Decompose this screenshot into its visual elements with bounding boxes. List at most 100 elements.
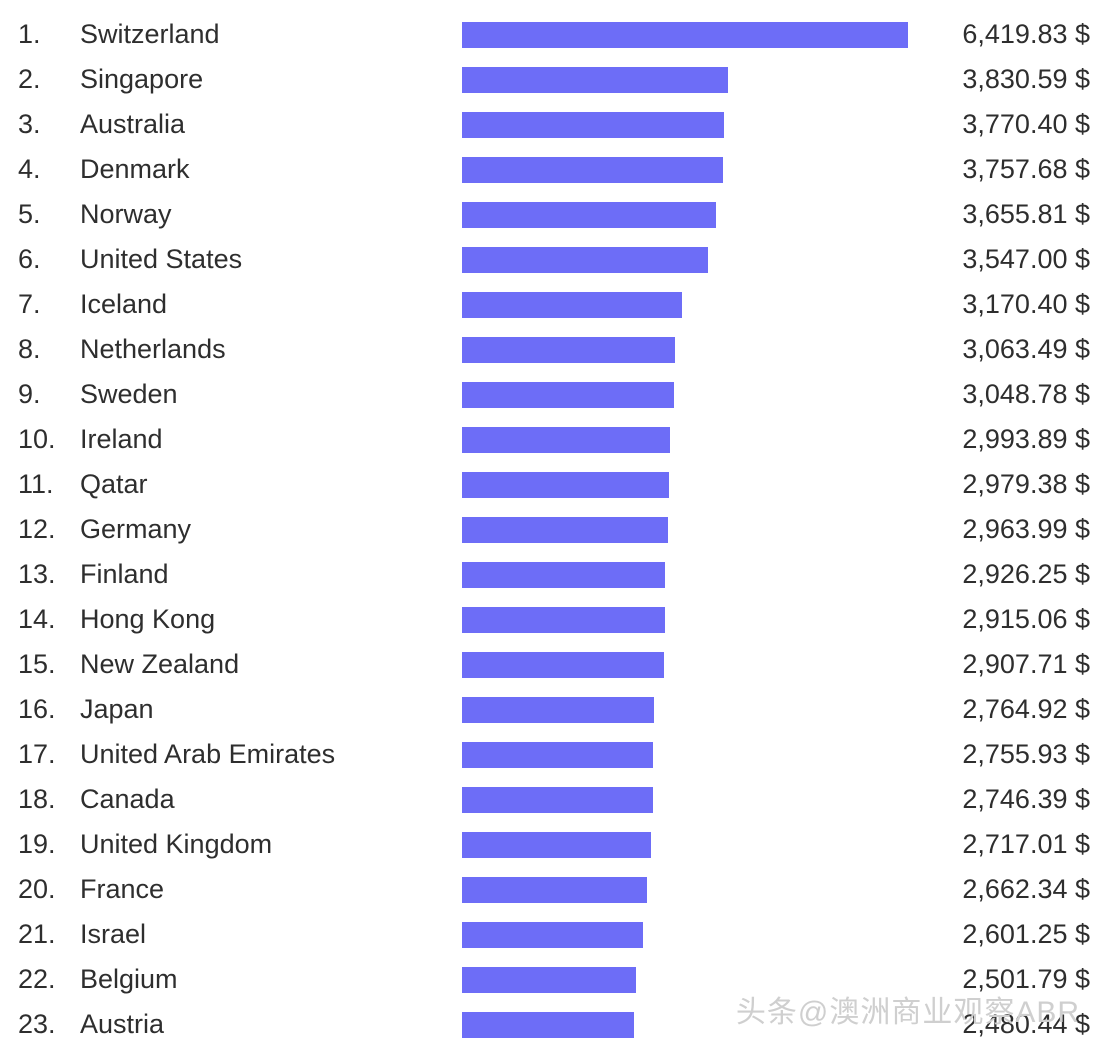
bar-cell: [452, 877, 908, 903]
country-label: Switzerland: [80, 19, 452, 50]
bar-cell: [452, 562, 908, 588]
value-label: 2,993.89 $: [908, 424, 1090, 455]
value-label: 2,926.25 $: [908, 559, 1090, 590]
value-label: 3,063.49 $: [908, 334, 1090, 365]
bar-cell: [452, 292, 908, 318]
bar-cell: [452, 112, 908, 138]
table-row: 21.Israel 2,601.25 $: [10, 912, 1090, 957]
rank-label: 14.: [10, 604, 80, 635]
country-label: New Zealand: [80, 649, 452, 680]
table-row: 13.Finland2,926.25 $: [10, 552, 1090, 597]
bar-icon: [462, 112, 724, 138]
rank-label: 10.: [10, 424, 80, 455]
table-row: 18.Canada2,746.39 $: [10, 777, 1090, 822]
rank-label: 19.: [10, 829, 80, 860]
rank-label: 9.: [10, 379, 80, 410]
value-label: 3,170.40 $: [908, 289, 1090, 320]
bar-cell: [452, 67, 908, 93]
bar-icon: [462, 22, 908, 48]
bar-cell: [452, 427, 908, 453]
value-label: 2,601.25 $: [908, 919, 1090, 950]
table-row: 11.Qatar2,979.38 $: [10, 462, 1090, 507]
rank-label: 6.: [10, 244, 80, 275]
rank-label: 22.: [10, 964, 80, 995]
bar-icon: [462, 427, 670, 453]
value-label: 3,048.78 $: [908, 379, 1090, 410]
value-label: 3,757.68 $: [908, 154, 1090, 185]
bar-icon: [462, 202, 716, 228]
country-label: Sweden: [80, 379, 452, 410]
value-label: 2,963.99 $: [908, 514, 1090, 545]
bar-cell: [452, 247, 908, 273]
bar-cell: [452, 337, 908, 363]
bar-icon: [462, 157, 723, 183]
table-row: 7.Iceland3,170.40 $: [10, 282, 1090, 327]
value-label: 6,419.83 $: [908, 19, 1090, 50]
bar-icon: [462, 877, 647, 903]
table-row: 16.Japan2,764.92 $: [10, 687, 1090, 732]
value-label: 2,907.71 $: [908, 649, 1090, 680]
table-row: 4.Denmark3,757.68 $: [10, 147, 1090, 192]
country-label: United States: [80, 244, 452, 275]
table-row: 9.Sweden 3,048.78 $: [10, 372, 1090, 417]
table-row: 15.New Zealand2,907.71 $: [10, 642, 1090, 687]
table-row: 23.Austria2,480.44 $: [10, 1002, 1090, 1047]
table-row: 14.Hong Kong 2,915.06 $: [10, 597, 1090, 642]
value-label: 3,655.81 $: [908, 199, 1090, 230]
table-row: 8.Netherlands3,063.49 $: [10, 327, 1090, 372]
bar-cell: [452, 697, 908, 723]
country-label: France: [80, 874, 452, 905]
country-label: Ireland: [80, 424, 452, 455]
rank-label: 23.: [10, 1009, 80, 1040]
bar-cell: [452, 382, 908, 408]
value-label: 2,764.92 $: [908, 694, 1090, 725]
value-label: 3,770.40 $: [908, 109, 1090, 140]
value-label: 3,830.59 $: [908, 64, 1090, 95]
bar-cell: [452, 157, 908, 183]
bar-icon: [462, 742, 653, 768]
country-label: Denmark: [80, 154, 452, 185]
bar-cell: [452, 1012, 908, 1038]
bar-icon: [462, 922, 643, 948]
table-row: 19.United Kingdom2,717.01 $: [10, 822, 1090, 867]
bar-icon: [462, 832, 651, 858]
rank-label: 1.: [10, 19, 80, 50]
value-label: 2,979.38 $: [908, 469, 1090, 500]
bar-icon: [462, 697, 654, 723]
country-label: Germany: [80, 514, 452, 545]
bar-icon: [462, 967, 636, 993]
table-row: 1.Switzerland 6,419.83 $: [10, 12, 1090, 57]
table-row: 2.Singapore 3,830.59 $: [10, 57, 1090, 102]
table-row: 10.Ireland 2,993.89 $: [10, 417, 1090, 462]
bar-icon: [462, 382, 674, 408]
table-row: 5.Norway 3,655.81 $: [10, 192, 1090, 237]
bar-icon: [462, 247, 708, 273]
country-label: Israel: [80, 919, 452, 950]
table-row: 6.United States3,547.00 $: [10, 237, 1090, 282]
value-label: 2,501.79 $: [908, 964, 1090, 995]
country-label: Singapore: [80, 64, 452, 95]
country-label: Hong Kong: [80, 604, 452, 635]
bar-cell: [452, 787, 908, 813]
table-row: 3.Australia3,770.40 $: [10, 102, 1090, 147]
country-label: Australia: [80, 109, 452, 140]
bar-icon: [462, 1012, 634, 1038]
country-label: Norway: [80, 199, 452, 230]
country-label: United Kingdom: [80, 829, 452, 860]
table-row: 17.United Arab Emirates2,755.93 $: [10, 732, 1090, 777]
value-label: 2,915.06 $: [908, 604, 1090, 635]
rank-label: 21.: [10, 919, 80, 950]
bar-cell: [452, 922, 908, 948]
rank-label: 5.: [10, 199, 80, 230]
rank-label: 20.: [10, 874, 80, 905]
bar-icon: [462, 472, 669, 498]
bar-cell: [452, 202, 908, 228]
bar-cell: [452, 652, 908, 678]
bar-icon: [462, 517, 668, 543]
bar-cell: [452, 607, 908, 633]
rank-label: 12.: [10, 514, 80, 545]
value-label: 2,480.44 $: [908, 1009, 1090, 1040]
rank-label: 16.: [10, 694, 80, 725]
rank-label: 2.: [10, 64, 80, 95]
rank-label: 18.: [10, 784, 80, 815]
